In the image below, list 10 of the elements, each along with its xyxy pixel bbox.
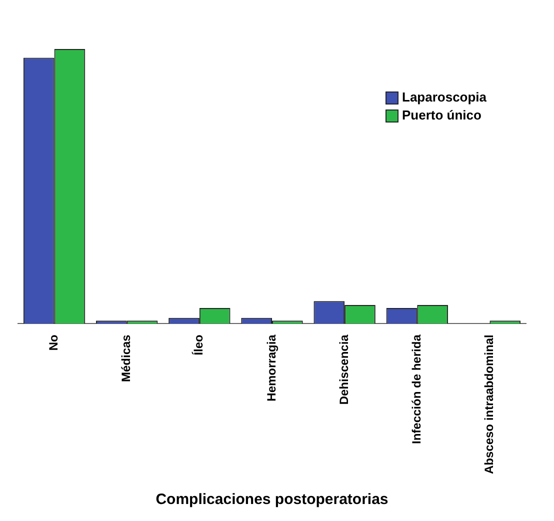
x-tick-label: Infección de herida [409, 334, 424, 444]
x-tick-label: Absceso intraabdominal [482, 334, 496, 474]
legend-label: Laparoscopia [402, 90, 488, 105]
x-tick-label: Dehiscencia [336, 334, 351, 405]
x-tick-label: No [46, 334, 61, 351]
x-axis-title: Complicaciones postoperatorias [156, 491, 388, 508]
x-tick-label: Hemorragia [264, 334, 278, 402]
legend-label: Puerto único [402, 108, 482, 123]
x-tick-label: Médicas [119, 334, 134, 382]
x-tick-label: Íleo [192, 334, 206, 356]
